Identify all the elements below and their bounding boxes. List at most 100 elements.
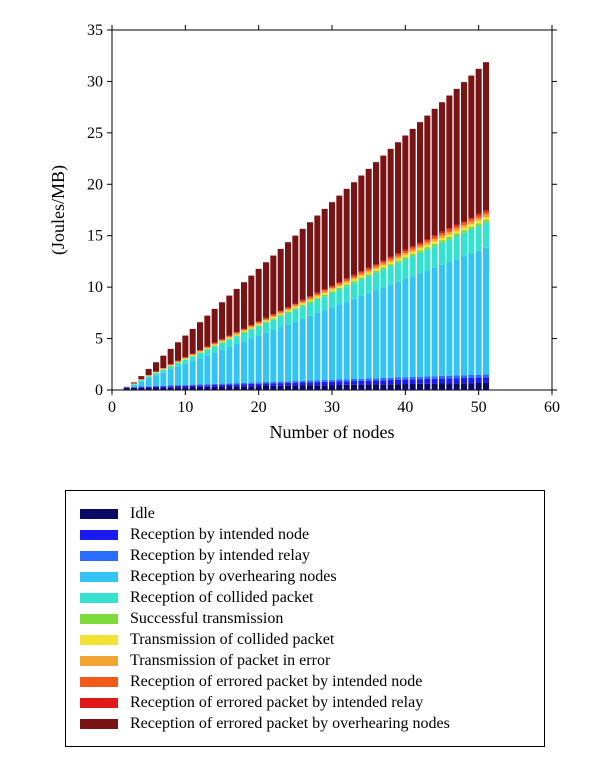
bar-segment [322,290,328,291]
bar-segment [182,386,188,387]
bar-segment [410,384,416,390]
bar-segment [454,234,460,236]
bar-segment [402,377,408,379]
bar-segment [234,332,240,333]
bar-segment [417,246,423,248]
bar-segment [329,380,335,382]
bar-segment [168,386,174,387]
bar-segment [483,217,489,220]
bar-segment [248,326,254,327]
bar-segment [373,271,379,273]
legend-item: Reception of errored packet by overheari… [80,713,530,734]
x-axis-label: Number of nodes [270,422,395,442]
bar-segment [402,380,408,384]
bar-segment [241,384,247,386]
xtick-label: 60 [544,399,560,416]
bar-segment [168,349,174,364]
bar-segment [322,293,328,295]
bar-segment [160,356,166,368]
bar-segment [212,345,218,346]
bar-segment [446,96,452,229]
bar-segment [410,254,416,256]
bar-segment [256,322,262,323]
bar-segment [373,384,379,390]
bar-segment [212,344,218,345]
bar-segment [234,335,240,336]
bar-segment [307,385,313,390]
bar-segment [226,387,232,391]
bar-segment [212,343,218,344]
bar-segment [483,374,489,377]
bar-segment [322,295,328,297]
bar-segment [476,214,482,216]
bar-segment [300,303,306,304]
bar-segment [468,375,474,378]
bar-segment [307,303,313,316]
bar-segment [410,246,416,247]
bar-segment [344,381,350,385]
bar-segment [138,387,144,388]
bar-segment [410,379,416,384]
ytick-label: 0 [95,382,103,399]
bar-segment [388,260,394,262]
bar-segment [160,372,166,385]
bar-segment [248,328,254,329]
bar-segment [175,362,181,363]
bar-segment [380,262,386,264]
bar-segment [270,316,276,317]
bar-segment [278,311,284,312]
bar-segment [322,289,328,290]
xtick-label: 20 [251,399,267,416]
bar-segment [468,383,474,390]
xtick-label: 10 [177,399,193,416]
bar-segment [278,327,284,382]
bar-segment [424,245,430,247]
bar-segment [402,251,408,253]
xtick-label: 0 [108,399,116,416]
bar-segment [329,288,335,290]
bars-group [124,62,489,390]
bar-segment [336,380,342,382]
bar-segment [131,387,137,388]
bar-segment [366,381,372,385]
bar-segment [212,353,218,384]
bar-segment [241,328,247,329]
bar-segment [476,251,482,375]
bar-segment [248,338,254,382]
bar-segment [351,381,357,385]
bar-segment [336,285,342,287]
bar-segment [336,282,342,283]
bar-segment [395,253,401,254]
bar-segment [358,274,364,276]
bar-segment [314,385,320,390]
bar-segment [131,385,137,387]
bar-segment [270,315,276,316]
bar-segment [417,248,423,250]
bar-segment [322,209,328,289]
bar-segment [402,257,408,259]
bar-segment [197,385,203,387]
bar-segment [190,355,196,356]
bar-segment [446,228,452,230]
bar-segment [182,358,188,359]
bar-segment [234,289,240,332]
bar-segment [424,270,430,376]
bar-segment [366,276,372,293]
bar-segment [212,346,218,352]
bar-segment [241,332,247,333]
bar-segment [175,362,181,363]
bar-segment [432,244,438,246]
bar-segment [197,351,203,352]
bar-segment [182,359,188,360]
legend-swatch [80,593,118,603]
bar-segment [468,222,474,225]
bar-segment [476,69,482,214]
bar-segment [138,380,144,381]
bar-segment [380,156,386,261]
bar-segment [124,387,130,388]
legend-swatch [80,530,118,540]
bar-segment [446,378,452,383]
bar-segment [241,383,247,384]
bar-segment [351,379,357,381]
bar-segment [373,162,379,264]
